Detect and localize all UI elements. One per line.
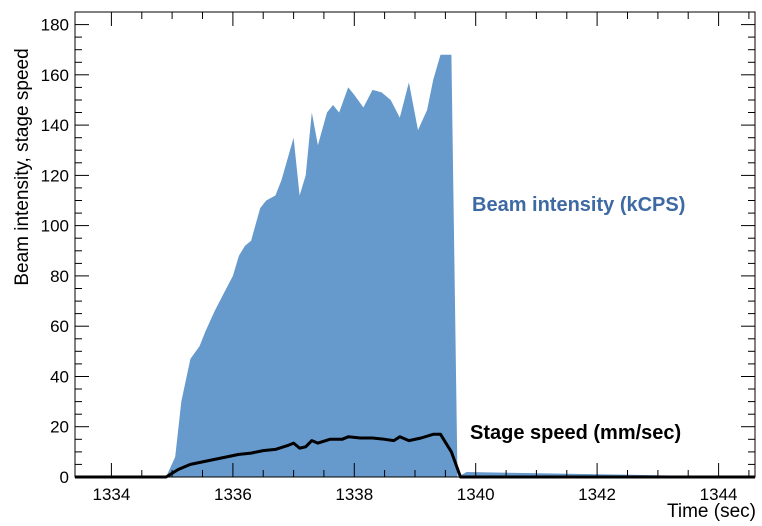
y-tick-label: 80	[50, 267, 69, 286]
axes: 1334 1336 1338 1340 1342 1344 0 20 40 60 80 100 120 1…	[41, 11, 756, 504]
y-tick-label: 60	[50, 317, 69, 336]
x-tick-label: 1336	[214, 485, 252, 504]
plot-area	[75, 54, 755, 479]
y-tick-label: 160	[41, 66, 69, 85]
x-tick-label: 1334	[92, 485, 130, 504]
y-tick-label: 100	[41, 217, 69, 236]
y-tick-label: 140	[41, 116, 69, 135]
stage-speed-line	[75, 432, 755, 479]
y-tick-label: 40	[50, 368, 69, 387]
y-axis-label: Beam intensity, stage speed	[12, 48, 33, 285]
y-tick-label: 0	[60, 468, 69, 487]
beam-intensity-label: Beam intensity (kCPS)	[472, 194, 685, 216]
x-tick-label: 1342	[578, 485, 616, 504]
x-axis-label: Time (sec)	[667, 501, 756, 522]
stage-speed-label: Stage speed (mm/sec)	[470, 422, 681, 444]
y-tick-label: 20	[50, 418, 69, 437]
y-tick-label: 180	[41, 16, 69, 35]
y-tick-label: 120	[41, 166, 69, 185]
x-tick-label: 1344	[700, 485, 738, 504]
x-tick-label: 1338	[335, 485, 373, 504]
beam-intensity-area	[75, 54, 755, 477]
x-tick-label: 1340	[457, 485, 495, 504]
